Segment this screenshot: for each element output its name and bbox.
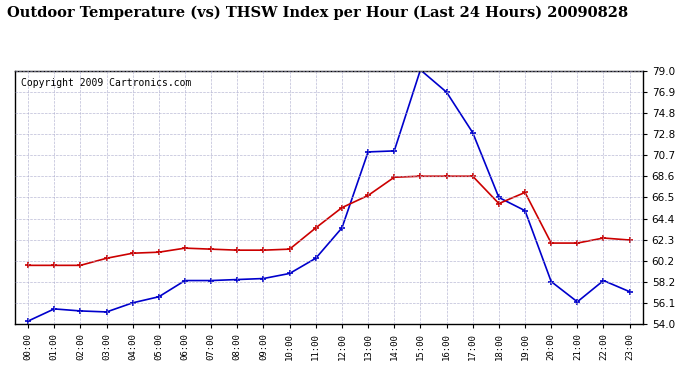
Text: Copyright 2009 Cartronics.com: Copyright 2009 Cartronics.com (21, 78, 192, 88)
Text: Outdoor Temperature (vs) THSW Index per Hour (Last 24 Hours) 20090828: Outdoor Temperature (vs) THSW Index per … (7, 6, 628, 20)
